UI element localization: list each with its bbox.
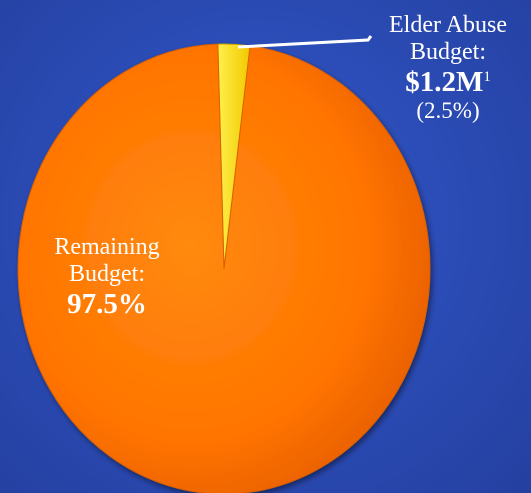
elder-percent: (2.5%) bbox=[416, 98, 480, 124]
elder-label-line2: Budget: bbox=[410, 38, 486, 65]
elder-amount: $1.2M bbox=[405, 65, 484, 98]
remaining-budget-label: Remaining Budget: 97.5% bbox=[28, 234, 186, 320]
footnote-marker: 1 bbox=[483, 68, 491, 85]
elder-abuse-budget-label: Elder Abuse Budget: $1.2M1 (2.5%) bbox=[362, 12, 531, 124]
remaining-label-line2: Budget: bbox=[69, 260, 145, 287]
remaining-label-line1: Remaining bbox=[54, 234, 160, 260]
remaining-percent: 97.5% bbox=[67, 287, 147, 320]
elder-amount-row: $1.2M1 bbox=[362, 66, 531, 98]
pie-slice-remaining-budget bbox=[17, 43, 431, 493]
elder-label-line1: Elder Abuse bbox=[389, 12, 507, 38]
leader-line bbox=[237, 35, 373, 49]
